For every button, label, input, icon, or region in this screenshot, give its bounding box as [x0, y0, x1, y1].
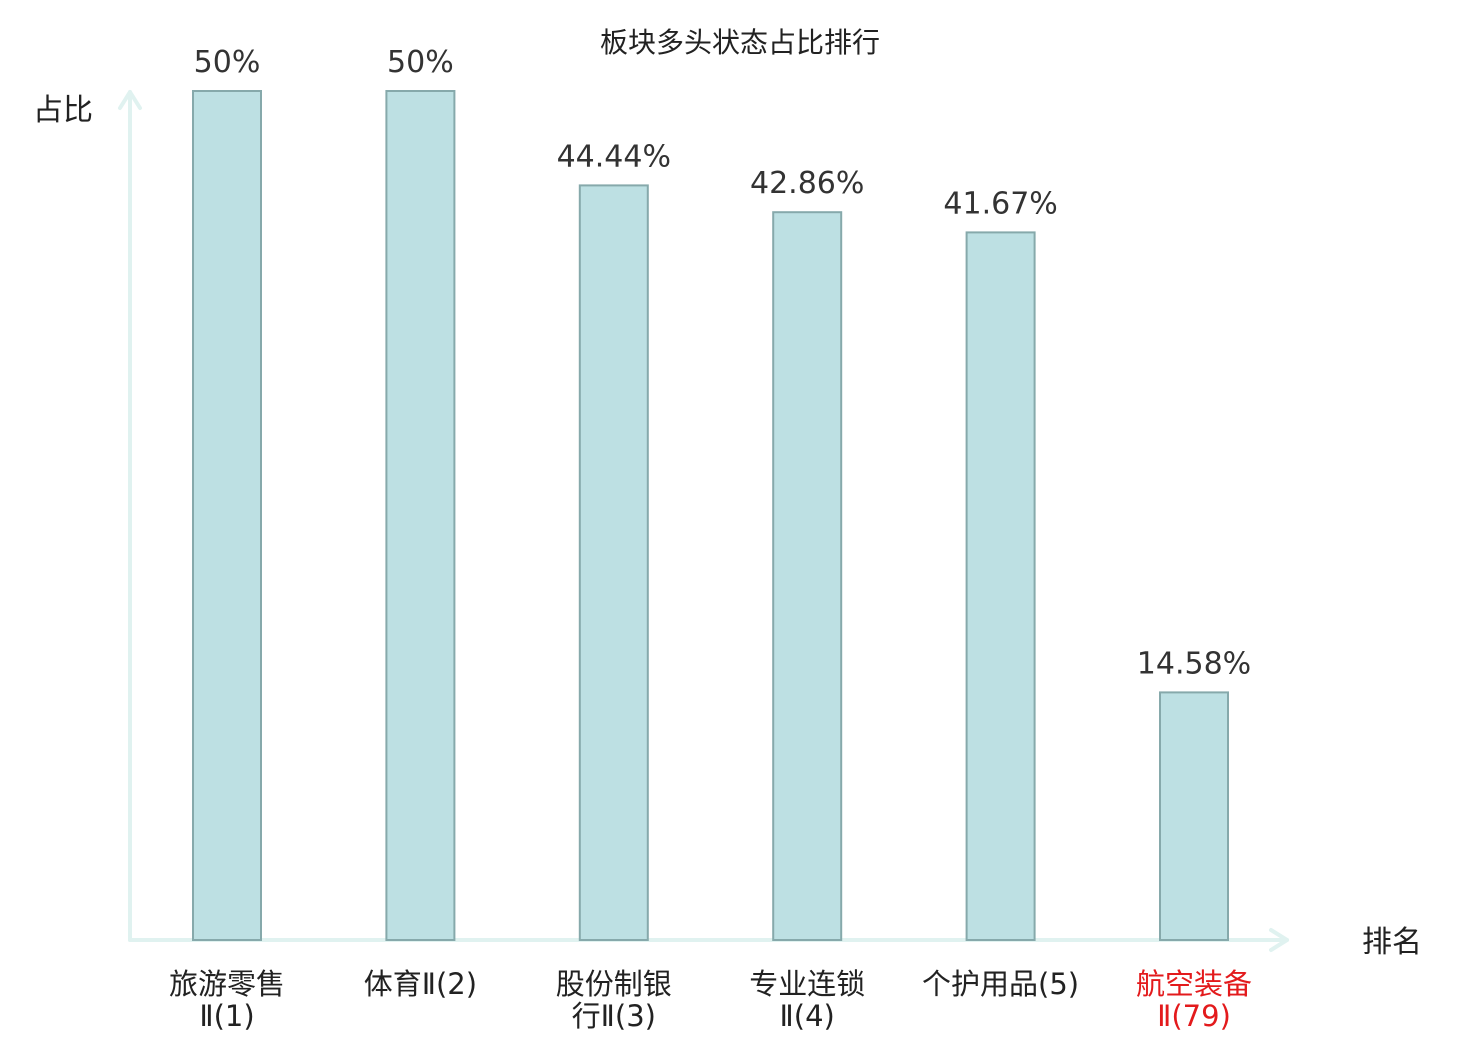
category-label-1: 旅游零售 Ⅱ(1)	[169, 967, 285, 1033]
bar-5	[965, 231, 1036, 941]
category-label-line: Ⅱ(1)	[199, 999, 254, 1033]
category-label-4: 专业连锁 Ⅱ(4)	[749, 967, 865, 1033]
category-label-line: 体育Ⅱ(2)	[364, 967, 477, 1001]
y-axis-arrow	[118, 90, 142, 110]
category-label-5: 个护用品(5)	[922, 967, 1079, 1001]
value-label-5: 41.67%	[943, 186, 1057, 221]
category-label-line: 个护用品(5)	[922, 967, 1079, 1001]
category-label-line: 股份制银	[556, 967, 672, 1001]
value-label-4: 42.86%	[750, 166, 864, 201]
category-label-3: 股份制银行Ⅱ(3)	[556, 967, 672, 1033]
category-label-6: 航空装备 Ⅱ(79)	[1136, 967, 1252, 1033]
axes	[118, 90, 1289, 952]
category-label-line: 旅游零售	[169, 967, 285, 1001]
bar-4	[772, 211, 843, 941]
category-label-line: Ⅱ(4)	[780, 999, 835, 1033]
bars-group	[192, 90, 1229, 942]
category-label-line: 专业连锁	[749, 967, 865, 1001]
value-label-3: 44.44%	[557, 139, 671, 174]
x-axis-label: 排名	[1362, 925, 1422, 960]
value-label-2: 50%	[387, 45, 454, 80]
bar-6	[1159, 691, 1229, 942]
category-label-line: 行Ⅱ(3)	[572, 999, 656, 1033]
category-labels-group: 旅游零售 Ⅱ(1) 体育Ⅱ(2) 股份制银行Ⅱ(3) 专业连锁 Ⅱ(4) 个护用品(5) 航空…	[169, 967, 1252, 1033]
bar-3	[578, 184, 649, 941]
category-label-2: 体育Ⅱ(2)	[364, 967, 477, 1001]
bar-2	[385, 90, 456, 941]
category-label-line: Ⅱ(79)	[1157, 999, 1231, 1033]
value-label-6: 14.58%	[1137, 646, 1251, 681]
x-axis-arrow	[1269, 928, 1289, 952]
chart-title: 板块多头状态占比排行	[600, 26, 880, 59]
y-axis-label: 占比	[33, 93, 93, 128]
value-label-1: 50%	[194, 45, 261, 80]
category-label-line: 航空装备	[1136, 967, 1252, 1001]
value-labels-group: 50% 50% 44.44% 42.86% 41.67% 14.58%	[194, 45, 1252, 681]
bar-1	[192, 90, 262, 941]
